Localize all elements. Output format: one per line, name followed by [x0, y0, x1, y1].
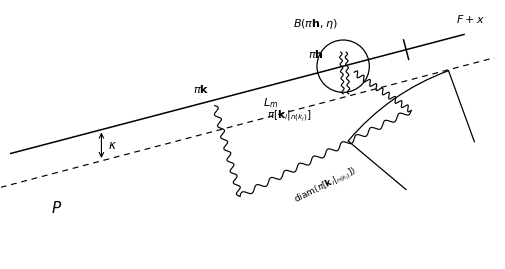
- Text: $\kappa$: $\kappa$: [108, 139, 117, 152]
- Text: $\pi\mathbf{h}$: $\pi\mathbf{h}$: [308, 48, 324, 60]
- Text: $\pi\mathbf{k}$: $\pi\mathbf{k}$: [193, 83, 210, 94]
- Text: $L_m$: $L_m$: [263, 96, 278, 110]
- Text: $B(\pi\mathbf{h}, \eta)$: $B(\pi\mathbf{h}, \eta)$: [293, 17, 338, 31]
- Text: $P$: $P$: [50, 200, 62, 215]
- Text: $\pi[\mathbf{k}_l|_{n(k_l)}]$: $\pi[\mathbf{k}_l|_{n(k_l)}]$: [268, 108, 312, 124]
- Text: $\mathrm{diam}(\pi[\mathbf{k}_l|_{n(k_l)}])$: $\mathrm{diam}(\pi[\mathbf{k}_l|_{n(k_l)…: [292, 164, 359, 207]
- Text: $F + x$: $F + x$: [457, 13, 485, 25]
